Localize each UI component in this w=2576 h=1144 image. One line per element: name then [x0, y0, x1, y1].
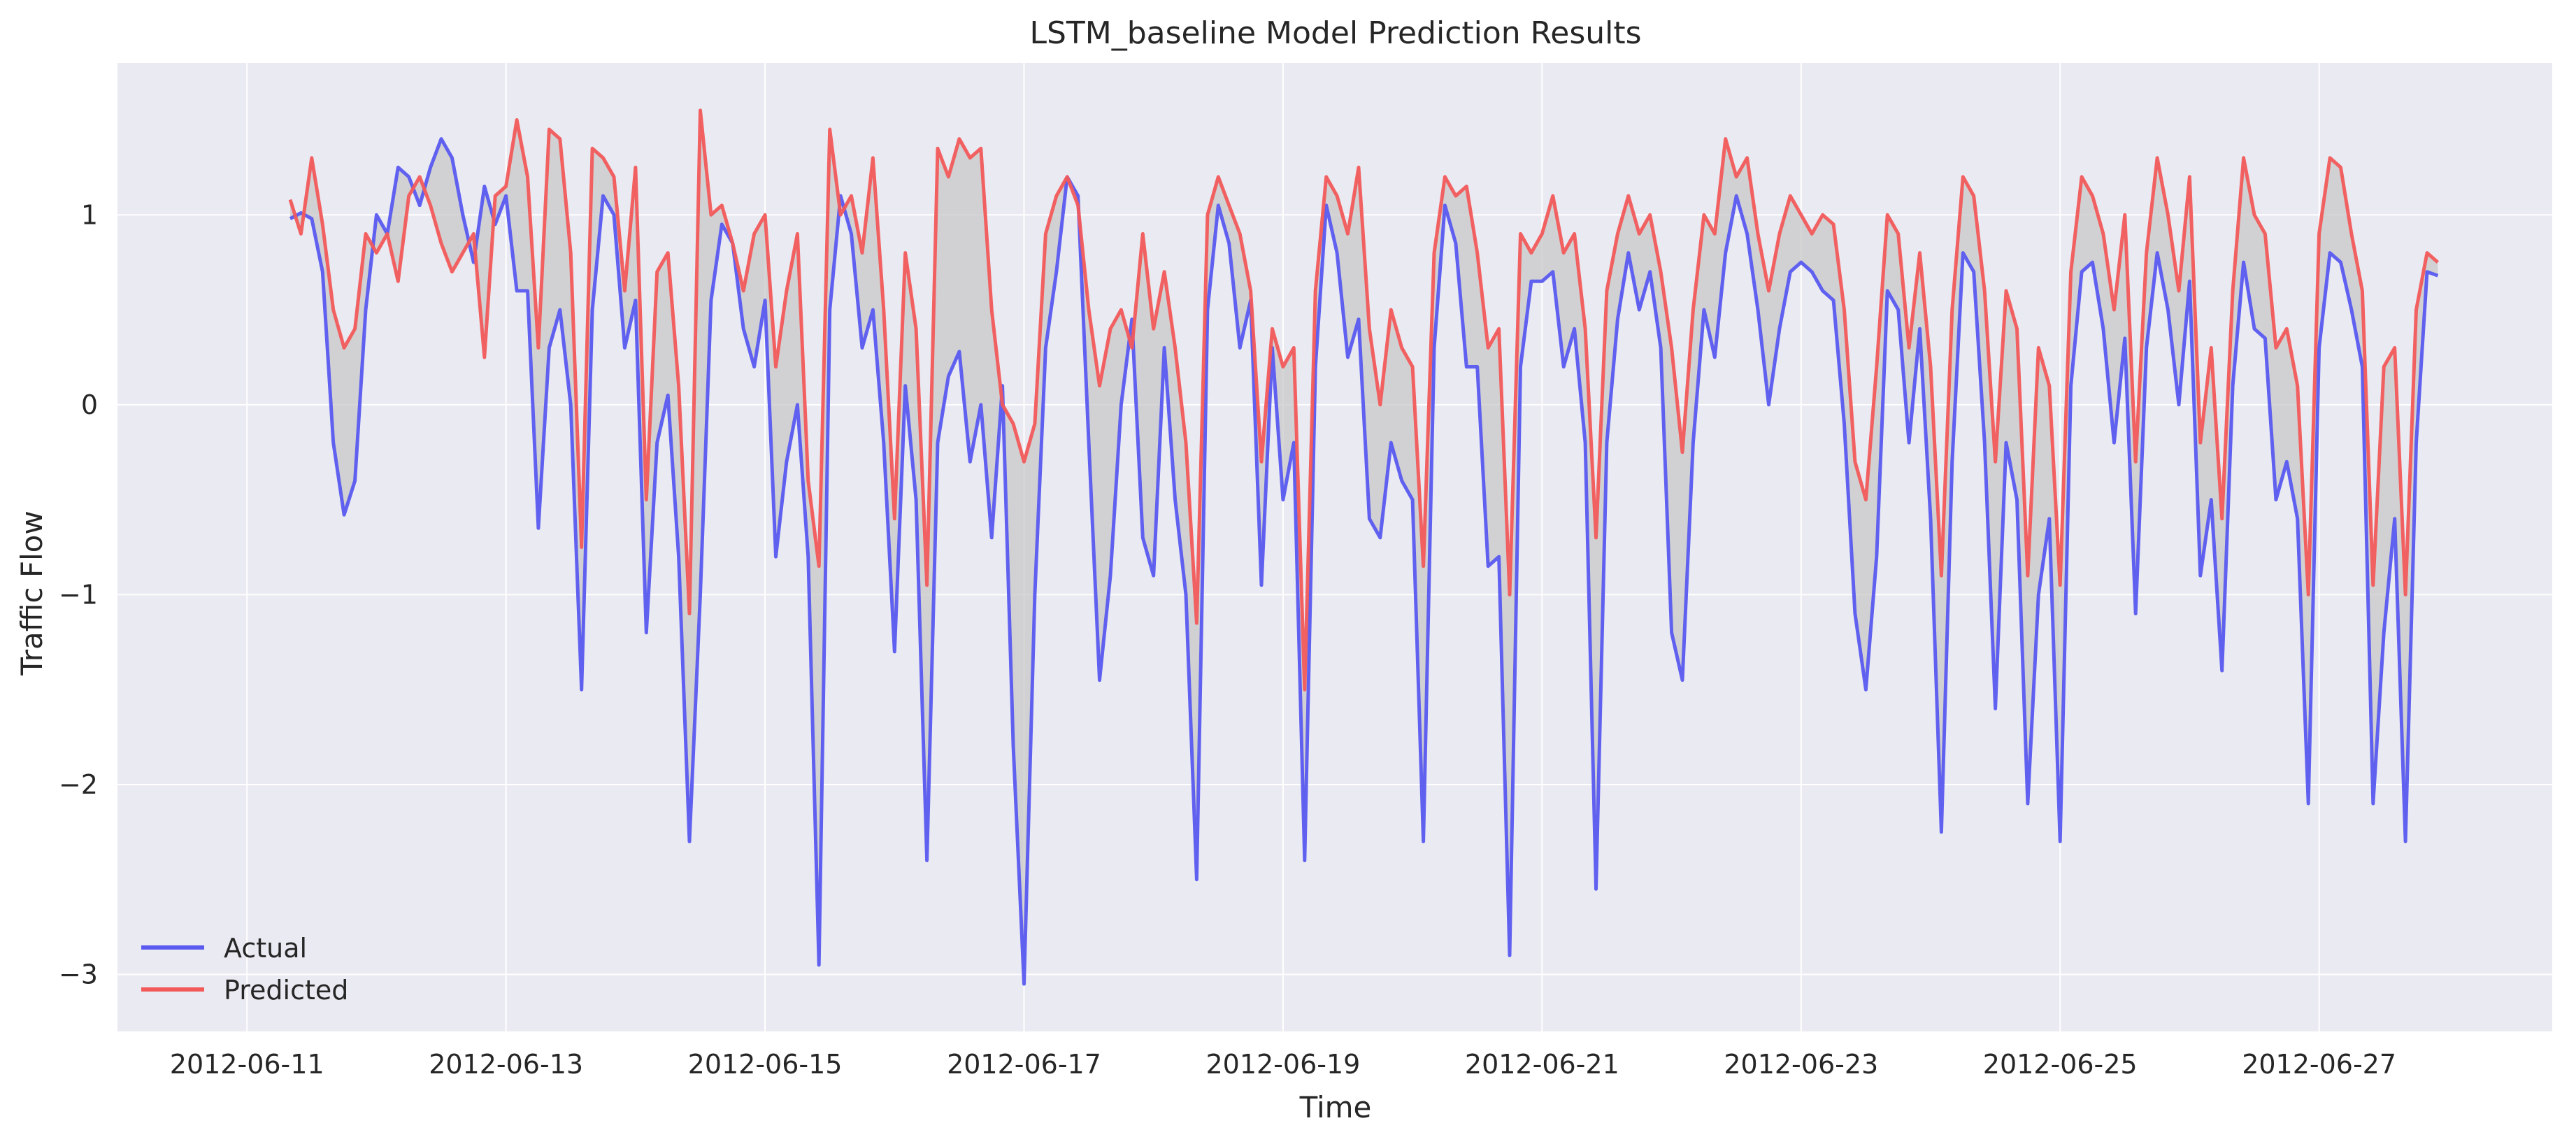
series-line-predicted [288, 108, 2440, 692]
chart-title: LSTM_baseline Model Prediction Results [1029, 15, 1641, 51]
y-tick-label: 1 [81, 199, 98, 230]
x-tick-label: 2012-06-23 [1724, 1049, 1878, 1080]
x-tick-label: 2012-06-25 [1983, 1049, 2138, 1080]
y-tick-label: 0 [81, 389, 98, 420]
x-axis-ticks: 2012-06-11 2012-06-13 2012-06-15 2012-06-17… [170, 1049, 2396, 1080]
x-tick-label: 2012-06-17 [947, 1049, 1101, 1080]
x-tick-label: 2012-06-21 [1465, 1049, 1619, 1080]
legend: Actual Predicted [141, 933, 348, 1006]
y-tick-label: −2 [59, 769, 98, 800]
x-tick-label: 2012-06-11 [170, 1049, 324, 1080]
legend-label-actual: Actual [224, 933, 307, 964]
y-tick-label: −3 [59, 959, 98, 990]
series-lines [288, 108, 2440, 986]
y-tick-label: −1 [59, 579, 98, 610]
x-axis-label: Time [1299, 1090, 1372, 1124]
legend-label-predicted: Predicted [224, 975, 348, 1006]
x-tick-label: 2012-06-15 [688, 1049, 843, 1080]
y-axis-label: Traffic Flow [15, 510, 49, 675]
y-axis-ticks: 1 0 −1 −2 −3 [59, 199, 98, 989]
x-tick-label: 2012-06-27 [2242, 1049, 2396, 1080]
x-tick-label: 2012-06-19 [1205, 1049, 1360, 1080]
series-line-actual [289, 137, 2439, 986]
x-tick-label: 2012-06-13 [429, 1049, 583, 1080]
